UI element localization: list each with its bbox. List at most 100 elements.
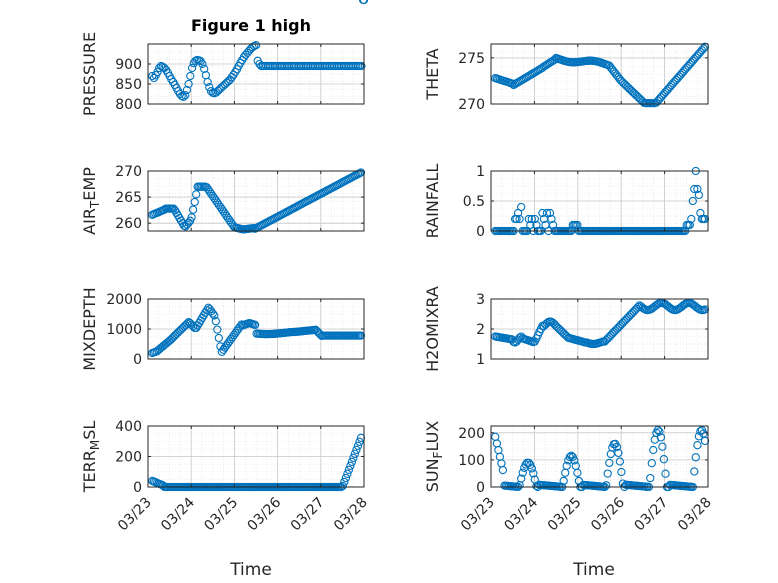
data-point — [612, 442, 622, 452]
data-point — [251, 41, 261, 50]
data-point — [603, 469, 612, 478]
data-point — [527, 214, 536, 224]
data-point — [211, 317, 220, 326]
y-tick-label: 100 — [458, 453, 485, 469]
data-point — [184, 79, 193, 89]
data-point — [169, 204, 178, 213]
data-point — [545, 208, 555, 218]
data-point — [187, 63, 197, 73]
data-point — [559, 476, 568, 486]
y-tick-label: 200 — [115, 450, 142, 466]
data-point — [349, 453, 358, 462]
data-point — [629, 88, 638, 97]
data-point — [620, 79, 629, 89]
data-point — [518, 468, 527, 477]
data-point — [690, 467, 699, 476]
x-tick-label: 03/26 — [588, 494, 628, 534]
y-tick-label: 1000 — [106, 322, 142, 338]
data-point — [341, 473, 351, 483]
data-point — [646, 473, 655, 483]
data-point — [357, 61, 366, 71]
data-point — [232, 326, 242, 335]
data-point — [214, 333, 223, 343]
data-point — [205, 305, 214, 314]
x-axis-label-right: Time — [572, 560, 615, 580]
x-tick-label: 03/25 — [201, 495, 241, 535]
data-point — [690, 184, 699, 194]
data-point — [512, 214, 521, 224]
figure-title: Figure 1 high — [191, 16, 311, 35]
data-point — [208, 309, 217, 318]
data-point — [207, 189, 216, 199]
data-point — [693, 184, 702, 194]
data-point — [355, 437, 364, 446]
data-point — [346, 461, 355, 470]
data-point — [222, 211, 231, 220]
y-axis-label: THETA — [423, 48, 442, 100]
data-point — [656, 433, 666, 442]
data-point — [694, 190, 704, 200]
data-point — [352, 445, 361, 454]
data-point — [173, 328, 183, 337]
y-tick-label: 2 — [476, 322, 485, 338]
data-point — [229, 330, 239, 340]
data-point — [526, 460, 535, 469]
y-tick-label: 0 — [476, 480, 485, 496]
data-point — [614, 448, 623, 458]
y-axis-label: SUNFLUX — [423, 421, 445, 493]
x-tick-label: 03/28 — [675, 495, 715, 535]
data-point — [556, 326, 565, 335]
data-point — [207, 307, 216, 316]
data-point — [542, 208, 552, 218]
y-axis-label: PRESSURE — [80, 32, 99, 116]
data-point — [561, 468, 570, 477]
series-markers — [148, 303, 366, 358]
x-tick-label: 03/27 — [288, 495, 328, 535]
data-point — [517, 202, 526, 212]
data-point — [205, 187, 214, 196]
y-axis-label: MIXDEPTH — [80, 287, 99, 370]
data-point — [700, 214, 710, 224]
data-point — [700, 42, 710, 51]
data-point — [659, 455, 669, 464]
data-point — [153, 67, 162, 77]
x-axis-label-left: Time — [229, 560, 272, 580]
data-point — [223, 339, 233, 348]
data-point — [685, 220, 694, 230]
data-point — [649, 445, 658, 455]
data-point — [661, 469, 670, 478]
data-point — [498, 465, 508, 475]
data-point — [524, 214, 533, 224]
y-axis-label: H2OMIXRA — [423, 286, 442, 372]
x-tick-label: 03/27 — [632, 495, 672, 535]
y-tick-label: 0 — [476, 224, 485, 240]
data-point — [311, 325, 320, 334]
data-point — [632, 91, 641, 100]
data-point — [558, 327, 567, 337]
data-point — [655, 427, 664, 436]
data-point — [340, 477, 349, 487]
x-tick-label: 03/25 — [545, 495, 585, 535]
y-axis-label: TERRMSL — [80, 421, 102, 494]
data-point — [647, 459, 656, 468]
y-tick-label: 200 — [458, 426, 485, 442]
x-tick-label: 03/26 — [245, 494, 285, 534]
y-tick-label: 260 — [115, 216, 142, 232]
data-point — [344, 465, 354, 474]
y-tick-label: 1 — [476, 352, 485, 368]
data-point — [190, 197, 199, 207]
data-point — [615, 457, 625, 466]
data-point — [343, 469, 352, 478]
data-point — [515, 333, 524, 342]
data-point — [192, 190, 201, 199]
data-point — [179, 92, 188, 101]
data-point — [633, 302, 643, 312]
data-point — [167, 334, 177, 343]
data-point — [228, 332, 237, 342]
data-point — [530, 214, 539, 224]
y-tick-label: 850 — [115, 77, 142, 93]
data-point — [562, 461, 571, 470]
data-point — [179, 322, 189, 331]
y-axis-label: AIRTEMP — [80, 167, 102, 235]
y-tick-label: 1 — [476, 164, 485, 180]
